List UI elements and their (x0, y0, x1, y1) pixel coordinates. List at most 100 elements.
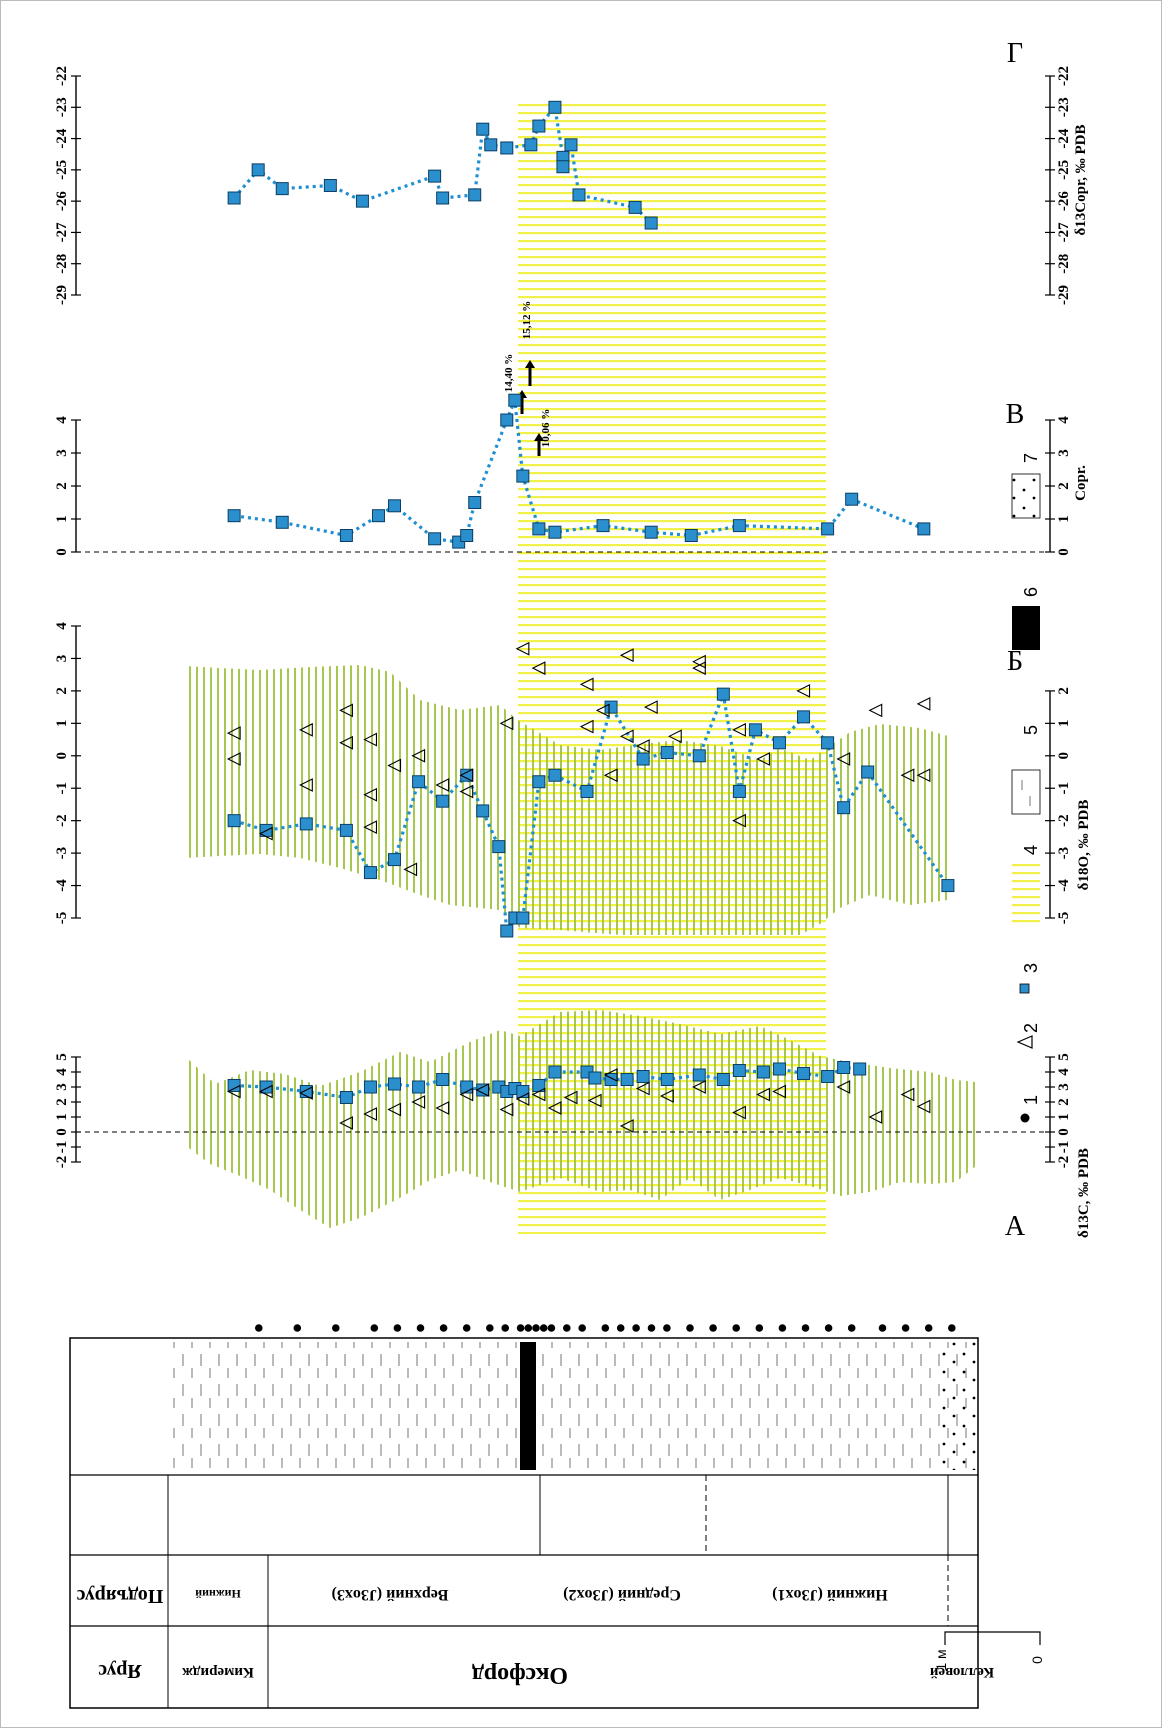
data-point-G (564, 138, 578, 152)
triangle-point-B (667, 729, 682, 744)
data-point-V (339, 529, 353, 542)
tick-label-G-bottom: -27 (1056, 222, 1072, 242)
data-point-B (636, 752, 650, 766)
data-point-G (476, 122, 490, 136)
tick-label-A-bottom: 0 (1056, 1128, 1072, 1136)
triangle-point-B (868, 703, 883, 718)
tick-label-G-top: -25 (54, 160, 70, 180)
legend-num-3: 3 (1021, 963, 1041, 973)
axis-title-v: Copr. (1073, 465, 1089, 501)
tick-label-G-top: -28 (54, 254, 70, 274)
triangle-point-B (226, 726, 241, 740)
sample-dot (824, 1324, 833, 1332)
tick-label-A-top: 2 (54, 1098, 70, 1106)
triangle-point-A (836, 1080, 851, 1094)
data-point-G (500, 141, 514, 155)
substage-middle: Средний (J3ox2) (563, 1586, 681, 1603)
data-point-V (644, 525, 658, 539)
data-point-A (412, 1080, 426, 1094)
tick-label-A-bottom: -1 (1056, 1141, 1072, 1154)
triangle-point-B (692, 654, 706, 669)
legend-num-6: 6 (1021, 587, 1041, 597)
triangle-point-A (868, 1110, 883, 1124)
tick-label-B-bottom: -5 (1056, 912, 1072, 925)
triangle-point-A (499, 1102, 514, 1117)
tick-label-V-bottom: 4 (1056, 416, 1072, 424)
data-point-B (363, 866, 377, 880)
sample-dot (516, 1324, 525, 1332)
data-point-A (388, 1077, 402, 1091)
lith-clay (170, 1342, 968, 1470)
triangle-point-A (756, 1087, 770, 1102)
data-point-V (845, 492, 859, 506)
sample-dot (924, 1324, 933, 1332)
sample-dot (524, 1324, 533, 1332)
triangle-point-A (547, 1101, 562, 1115)
triangle-point-A (772, 1084, 787, 1099)
data-point-B (716, 687, 730, 701)
legend-symbol-clay (1011, 769, 1041, 815)
tick-label-B-top: -3 (54, 847, 70, 860)
data-point-G (355, 194, 369, 208)
triangle-point-A (299, 1086, 313, 1100)
sample-dot (878, 1324, 887, 1332)
data-point-B (388, 853, 402, 867)
data-point-B (412, 775, 426, 789)
data-point-V (428, 532, 442, 546)
data-point-A (339, 1091, 353, 1104)
triangle-point-A (563, 1090, 578, 1105)
arrow-label-2: 15,12 % (521, 301, 533, 340)
data-point-A (548, 1065, 562, 1079)
triangle-point-B (796, 683, 811, 698)
data-point-A (716, 1073, 730, 1086)
sample-dot (948, 1324, 956, 1332)
sample-dot (539, 1324, 548, 1332)
tick-label-G-top: -26 (54, 191, 70, 211)
panel-letter-v: В (1006, 399, 1025, 430)
sample-dot (686, 1324, 694, 1332)
data-point-A (732, 1064, 746, 1077)
scale-bottom: 0 (1029, 1656, 1045, 1664)
tick-label-A-top: 4 (54, 1068, 70, 1076)
triangle-point-B (595, 703, 610, 718)
tick-label-G-bottom: -23 (1056, 97, 1072, 117)
data-point-A (837, 1061, 851, 1074)
triangle-point-A (659, 1089, 674, 1103)
legend-symbol-square (1019, 983, 1030, 994)
tick-label-G-bottom: -25 (1056, 160, 1072, 180)
triangle-point-A (339, 1116, 353, 1130)
panel-letter-g: Г (1007, 38, 1023, 69)
tick-label-B-bottom: 2 (1056, 687, 1072, 695)
data-point-A (692, 1068, 706, 1082)
tick-label-A-top: -2 (54, 1156, 70, 1169)
sample-dot (393, 1324, 402, 1332)
triangle-point-A (459, 1087, 474, 1102)
triangle-point-B (459, 768, 474, 783)
data-point-B (516, 911, 530, 925)
data-point-B (660, 746, 674, 760)
triangle-point-A (692, 1080, 706, 1094)
tick-label-G-top: -27 (54, 222, 70, 242)
data-point-G (644, 216, 658, 230)
triangle-point-B (579, 719, 594, 734)
data-point-B (476, 804, 490, 818)
triangle-point-B (258, 826, 273, 841)
tick-label-G-bottom: -28 (1056, 254, 1072, 274)
triangle-point-B (299, 778, 313, 792)
data-point-V (460, 529, 474, 542)
triangle-point-A (635, 1081, 650, 1096)
tick-label-A-bottom: 2 (1056, 1098, 1072, 1106)
triangle-point-B (531, 661, 546, 676)
data-point-V (684, 529, 698, 542)
triangle-point-A (387, 1102, 402, 1117)
tick-label-B-top: 1 (54, 720, 70, 728)
data-point-V (468, 496, 482, 509)
data-point-A (797, 1067, 811, 1080)
sample-dot (370, 1324, 379, 1332)
substage-lower-kim: Нижний (195, 1587, 241, 1601)
triangle-point-B (363, 820, 378, 835)
data-point-G (628, 200, 642, 214)
data-point-B (748, 723, 762, 737)
data-point-A (756, 1065, 770, 1079)
